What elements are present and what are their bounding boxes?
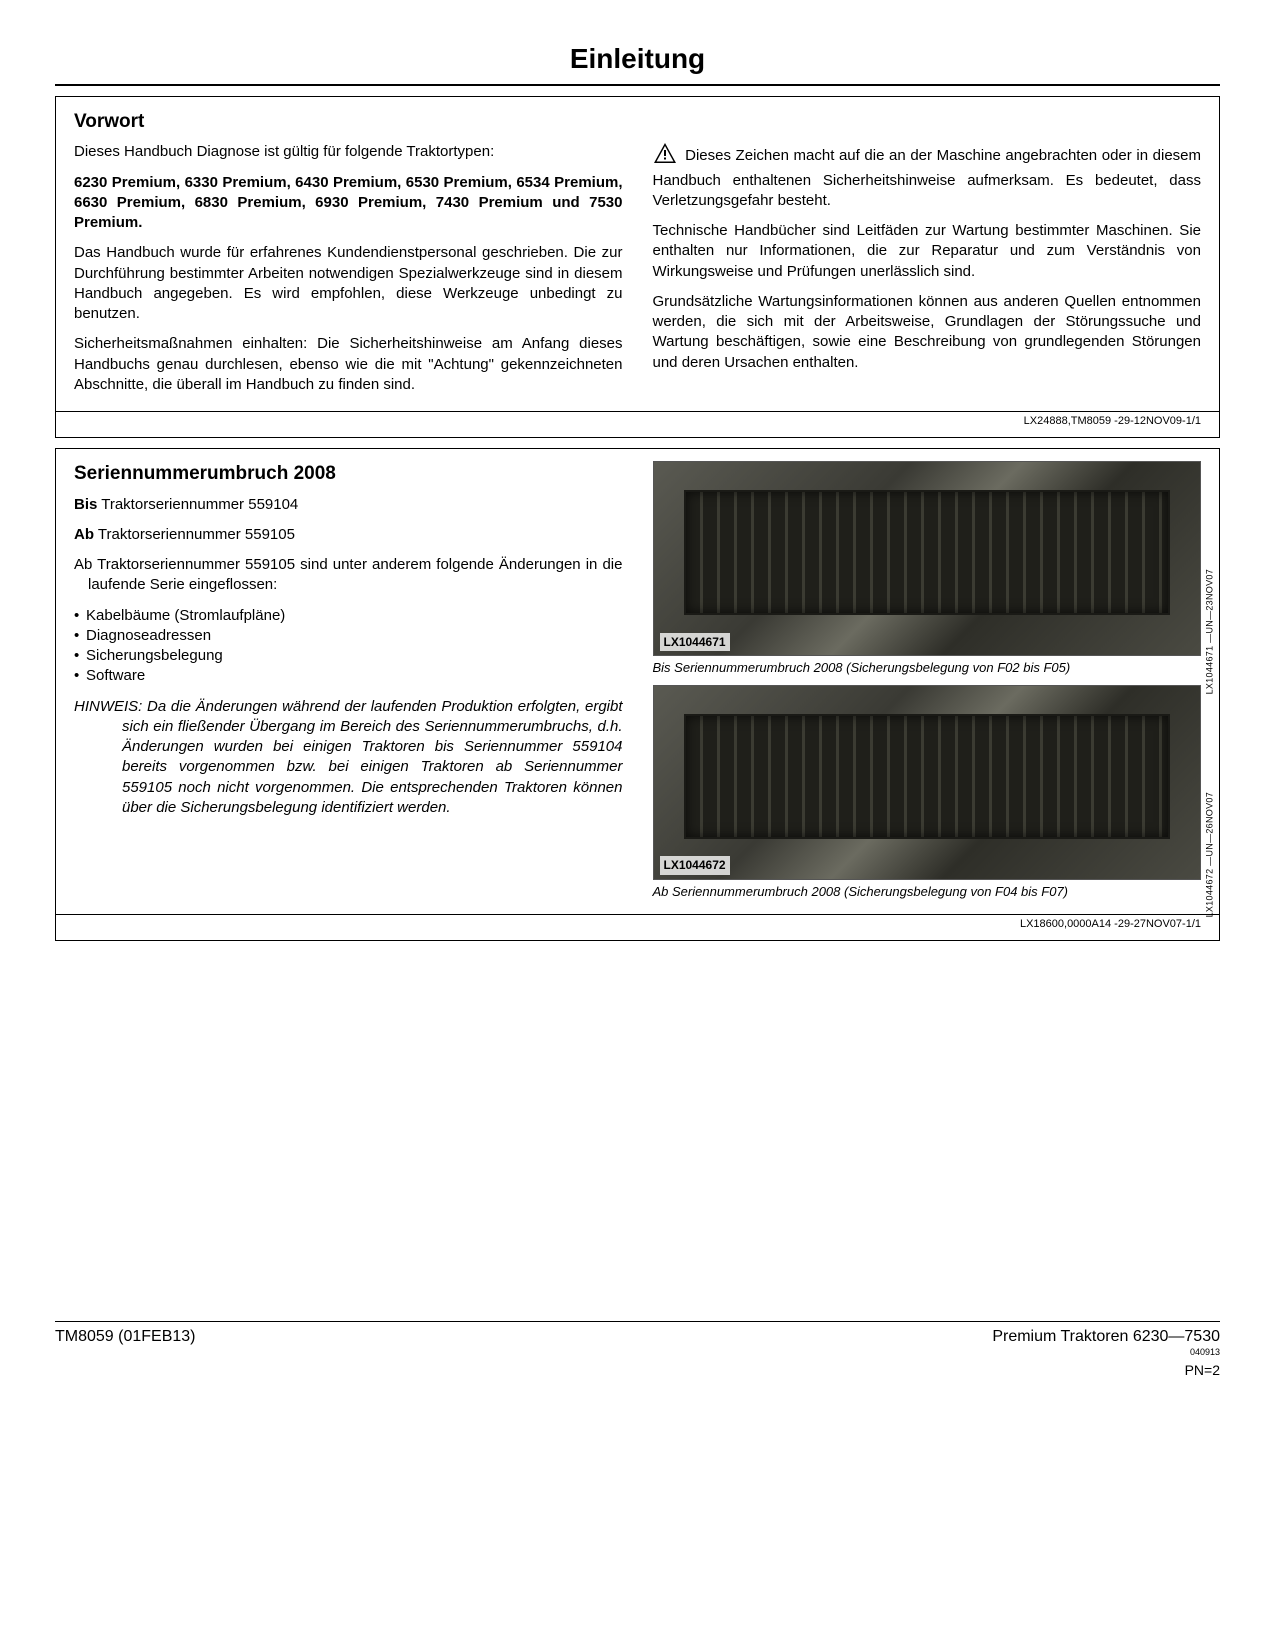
serien-bis: Bis Traktorseriennummer 559104: [74, 495, 623, 515]
figure-1-side: LX1044671 —UN—23NOV07: [1203, 569, 1215, 694]
figure-2-image: LX1044672: [653, 685, 1202, 880]
vorwort-warn-text: Dieses Zeichen macht auf die an der Masc…: [653, 148, 1202, 209]
vorwort-para4: Grundsätzliche Wartungsinformationen kön…: [653, 292, 1202, 373]
figure-1-image: LX1044671: [653, 461, 1202, 656]
vorwort-para2: Sicherheitsmaßnahmen einhalten: Die Sich…: [74, 334, 623, 395]
vorwort-intro: Dieses Handbuch Diagnose ist gültig für …: [74, 142, 623, 162]
serien-ab-label: Ab: [74, 526, 94, 543]
figure-1-caption: Bis Seriennummerumbruch 2008 (Sicherungs…: [653, 659, 1202, 677]
vorwort-warning-para: Dieses Zeichen macht auf die an der Masc…: [653, 142, 1202, 211]
warning-icon: [653, 142, 677, 170]
list-item: Software: [74, 666, 623, 686]
serien-note-text: Da die Änderungen während der laufenden …: [122, 698, 623, 816]
serien-bullets: Kabelbäume (Stromlaufpläne) Diagnoseadre…: [74, 606, 623, 687]
serien-changes-intro: Ab Traktorseriennummer 559105 sind unter…: [74, 555, 623, 596]
serien-bis-text: Traktorseriennummer 559104: [97, 496, 298, 513]
footer-pn: PN=2: [992, 1361, 1220, 1380]
serien-note: HINWEIS: Da die Änderungen während der l…: [74, 697, 623, 819]
serien-ref: LX18600,0000A14 -29-27NOV07-1/1: [56, 914, 1219, 932]
figure-1-id: LX1044671: [660, 633, 730, 651]
footer-small: 040913: [992, 1348, 1220, 1357]
section-vorwort: Vorwort Dieses Handbuch Diagnose ist gül…: [55, 96, 1220, 438]
serien-note-label: HINWEIS:: [74, 698, 142, 715]
vorwort-ref: LX24888,TM8059 -29-12NOV09-1/1: [56, 411, 1219, 429]
vorwort-para1: Das Handbuch wurde für erfahrenes Kunden…: [74, 243, 623, 324]
page-footer: TM8059 (01FEB13) Premium Traktoren 6230—…: [55, 1321, 1220, 1379]
serien-right-col: LX1044671 LX1044671 —UN—23NOV07 Bis Seri…: [653, 461, 1202, 908]
page-title: Einleitung: [55, 40, 1220, 78]
figure-2-side: LX1044672 —UN—26NOV07: [1203, 792, 1215, 917]
serien-ab-text: Traktorseriennummer 559105: [94, 526, 295, 543]
figure-1: LX1044671 LX1044671 —UN—23NOV07 Bis Seri…: [653, 461, 1202, 677]
serien-bis-label: Bis: [74, 496, 97, 513]
vorwort-left-col: Dieses Handbuch Diagnose ist gültig für …: [74, 142, 623, 405]
page-title-wrap: Einleitung: [55, 40, 1220, 86]
section-serien: Seriennummerumbruch 2008 Bis Traktorseri…: [55, 448, 1220, 941]
serien-ab: Ab Traktorseriennummer 559105: [74, 525, 623, 545]
figure-2: LX1044672 LX1044672 —UN—26NOV07 Ab Serie…: [653, 685, 1202, 901]
vorwort-heading: Vorwort: [74, 109, 1201, 135]
footer-left: TM8059 (01FEB13): [55, 1326, 196, 1348]
vorwort-right-col: Dieses Zeichen macht auf die an der Masc…: [653, 142, 1202, 405]
list-item: Sicherungsbelegung: [74, 646, 623, 666]
serien-heading: Seriennummerumbruch 2008: [74, 461, 623, 487]
serien-columns: Seriennummerumbruch 2008 Bis Traktorseri…: [74, 461, 1201, 908]
serien-left-col: Seriennummerumbruch 2008 Bis Traktorseri…: [74, 461, 623, 908]
footer-right: Premium Traktoren 6230—7530 040913 PN=2: [992, 1326, 1220, 1379]
vorwort-columns: Dieses Handbuch Diagnose ist gültig für …: [74, 142, 1201, 405]
footer-right-main: Premium Traktoren 6230—7530: [992, 1328, 1220, 1345]
vorwort-para3: Technische Handbücher sind Leitfäden zur…: [653, 221, 1202, 282]
figure-2-id: LX1044672: [660, 856, 730, 874]
vorwort-models: 6230 Premium, 6330 Premium, 6430 Premium…: [74, 173, 623, 234]
list-item: Kabelbäume (Stromlaufpläne): [74, 606, 623, 626]
figure-2-caption: Ab Seriennummerumbruch 2008 (Sicherungsb…: [653, 883, 1202, 901]
list-item: Diagnoseadressen: [74, 626, 623, 646]
